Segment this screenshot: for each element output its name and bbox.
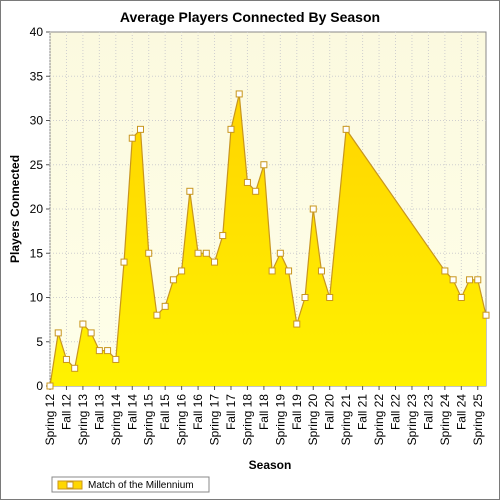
x-tick-label: Spring 23: [405, 394, 419, 446]
x-tick-label: Fall 21: [356, 394, 370, 430]
y-tick-label: 20: [30, 202, 44, 216]
x-tick-label: Spring 16: [175, 394, 189, 446]
data-point: [326, 294, 334, 301]
data-point: [54, 329, 62, 337]
x-tick-label: Fall 19: [290, 394, 304, 430]
y-tick-label: 40: [30, 25, 44, 39]
data-point: [95, 347, 103, 355]
legend-marker: [66, 481, 74, 489]
data-point: [169, 276, 177, 284]
data-point: [293, 320, 301, 328]
data-point: [211, 258, 219, 266]
data-point: [441, 267, 449, 275]
x-tick-label: Spring 25: [471, 394, 485, 446]
x-tick-label: Fall 15: [158, 394, 172, 430]
x-tick-label: Fall 23: [421, 394, 435, 430]
y-tick-label: 15: [30, 246, 44, 260]
x-tick-label: Spring 22: [372, 394, 386, 446]
data-point: [161, 302, 169, 310]
x-tick-label: Spring 19: [273, 394, 287, 446]
x-tick-label: Fall 16: [191, 394, 205, 430]
x-tick-label: Fall 22: [389, 394, 403, 430]
data-point: [219, 232, 227, 240]
data-point: [252, 187, 260, 195]
x-tick-label: Fall 24: [454, 394, 468, 430]
x-tick-label: Spring 17: [208, 394, 222, 446]
y-tick-label: 35: [30, 69, 44, 83]
data-point: [202, 249, 210, 257]
x-tick-label: Fall 18: [257, 394, 271, 430]
x-tick-label: Spring 13: [76, 394, 90, 446]
y-tick-label: 25: [30, 158, 44, 172]
data-point: [112, 355, 120, 363]
data-point: [276, 249, 284, 257]
data-point: [260, 161, 268, 169]
data-point: [309, 205, 317, 213]
data-point: [482, 311, 490, 319]
x-tick-label: Fall 14: [125, 394, 139, 430]
data-point: [153, 311, 161, 319]
data-point: [235, 90, 243, 98]
data-point: [120, 258, 128, 266]
y-tick-label: 0: [36, 379, 43, 393]
y-tick-label: 10: [30, 291, 44, 305]
data-point: [285, 267, 293, 275]
x-tick-label: Fall 13: [92, 394, 106, 430]
data-point: [71, 364, 79, 372]
data-point: [466, 276, 474, 284]
data-point: [104, 347, 112, 355]
x-tick-label: Fall 20: [323, 394, 337, 430]
data-point: [457, 294, 465, 301]
data-point: [449, 276, 457, 284]
x-tick-label: Fall 17: [224, 394, 238, 430]
x-tick-label: Spring 18: [240, 394, 254, 446]
data-point: [317, 267, 325, 275]
x-tick-label: Spring 14: [109, 394, 123, 446]
data-point: [62, 355, 70, 363]
data-point: [136, 125, 144, 133]
data-point: [268, 267, 276, 275]
series-area: [50, 93, 486, 386]
chart-title: Average Players Connected By Season: [120, 9, 380, 25]
x-tick-label: Spring 15: [142, 394, 156, 446]
data-point: [128, 134, 136, 142]
data-point: [145, 249, 153, 257]
data-point: [194, 249, 202, 257]
x-tick-label: Spring 24: [438, 394, 452, 446]
data-point: [301, 294, 309, 301]
data-point: [227, 125, 235, 133]
x-tick-label: Spring 20: [306, 394, 320, 446]
data-point: [474, 276, 482, 284]
data-point: [79, 320, 87, 328]
data-point: [342, 125, 350, 133]
data-point: [243, 178, 251, 186]
data-point: [178, 267, 186, 275]
data-point: [46, 382, 54, 390]
data-point: [186, 187, 194, 195]
legend-box: [51, 476, 210, 493]
y-axis-label: Players Connected: [8, 155, 22, 263]
x-axis-label: Season: [249, 458, 292, 472]
legend-label: Match of the Millennium: [88, 480, 194, 491]
y-tick-label: 5: [36, 335, 43, 349]
x-tick-label: Fall 12: [59, 394, 73, 430]
x-tick-label: Spring 21: [339, 394, 353, 446]
data-point: [87, 329, 95, 337]
x-tick-label: Spring 12: [43, 394, 57, 446]
y-tick-label: 30: [30, 114, 44, 128]
